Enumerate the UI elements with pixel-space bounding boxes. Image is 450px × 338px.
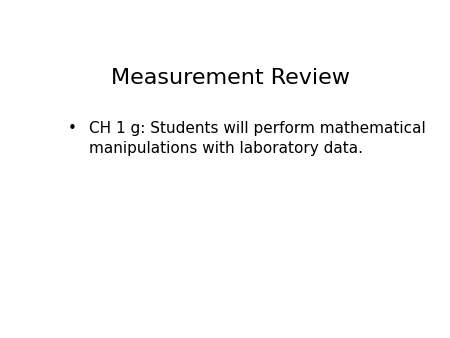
Text: CH 1 g: Students will perform mathematical
manipulations with laboratory data.: CH 1 g: Students will perform mathematic… bbox=[90, 121, 426, 156]
Text: Measurement Review: Measurement Review bbox=[111, 68, 350, 88]
Text: •: • bbox=[68, 121, 76, 136]
